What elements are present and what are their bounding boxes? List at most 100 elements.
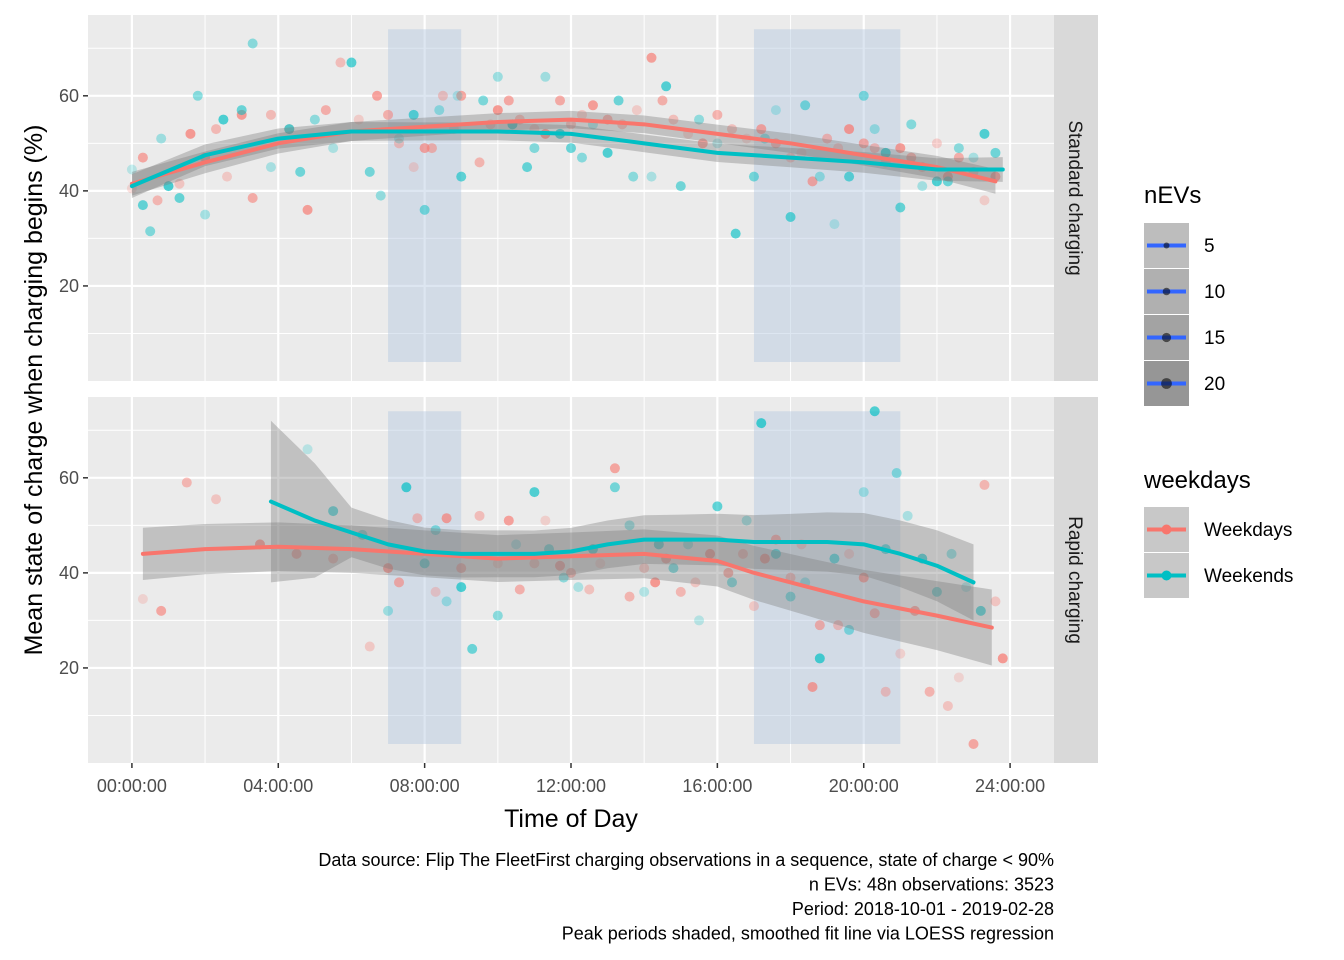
y-tick-label: 60	[59, 468, 79, 488]
data-point	[895, 143, 906, 154]
data-point	[829, 219, 840, 230]
data-point	[628, 171, 639, 182]
x-tick-label: 04:00:00	[243, 776, 313, 796]
data-point	[770, 105, 781, 116]
data-point	[211, 494, 222, 505]
facet-strip	[1054, 397, 1098, 763]
data-point	[211, 124, 222, 135]
data-point	[675, 181, 686, 192]
legend-label-weekdays: Weekdays	[1204, 520, 1292, 541]
data-point	[295, 166, 306, 177]
data-point	[785, 591, 796, 602]
data-point	[372, 90, 383, 101]
y-tick-label: 20	[59, 276, 79, 296]
legend-key-point	[1161, 570, 1172, 581]
data-point	[328, 506, 339, 517]
data-point	[844, 171, 855, 182]
data-point	[156, 605, 167, 616]
data-point	[163, 181, 174, 192]
legend: nEVs 5 10 15 20 weekdays Weekdays Weekends	[1143, 182, 1293, 598]
data-point	[566, 143, 576, 154]
data-point	[942, 176, 953, 187]
data-point	[895, 648, 906, 659]
data-point	[408, 162, 419, 173]
data-point	[595, 558, 606, 569]
x-tick-label: 08:00:00	[390, 776, 460, 796]
data-point	[584, 584, 595, 595]
data-point	[430, 525, 441, 536]
data-point	[174, 193, 185, 203]
data-point	[727, 577, 737, 588]
data-point	[394, 577, 405, 588]
data-point	[328, 143, 339, 154]
data-point	[814, 171, 825, 182]
data-point	[558, 572, 569, 583]
legend-key-point	[1161, 378, 1172, 389]
data-point	[364, 166, 375, 177]
data-point	[796, 147, 807, 158]
data-point	[869, 143, 880, 154]
data-point	[434, 105, 445, 116]
data-point	[408, 109, 419, 120]
data-point	[192, 90, 203, 101]
data-point	[833, 620, 844, 631]
data-point	[880, 686, 891, 697]
data-point	[931, 586, 942, 597]
data-point	[858, 487, 869, 498]
data-point	[394, 133, 405, 144]
data-point	[576, 152, 587, 163]
data-point	[690, 577, 701, 588]
data-point	[646, 52, 657, 63]
data-point	[869, 608, 880, 619]
data-point	[456, 90, 467, 101]
data-point	[906, 152, 917, 163]
data-point	[540, 515, 551, 526]
data-point	[931, 176, 942, 187]
data-point	[869, 124, 880, 135]
data-point	[126, 164, 137, 175]
data-point	[657, 95, 668, 106]
data-point	[529, 143, 540, 154]
data-point	[917, 181, 928, 192]
data-point	[741, 515, 752, 526]
panel-rapid-charging: 20 40 60 Rapid charging	[59, 397, 1098, 763]
data-point	[320, 105, 331, 116]
facet-strip-label: Rapid charging	[1064, 516, 1085, 644]
data-point	[668, 563, 679, 574]
peak-period-band	[753, 29, 901, 362]
data-point	[953, 672, 964, 683]
data-point	[990, 596, 1001, 607]
data-point	[979, 479, 990, 490]
data-point	[555, 95, 566, 106]
data-point	[880, 147, 891, 158]
data-point	[650, 577, 661, 588]
data-point	[814, 653, 825, 664]
data-point	[646, 171, 657, 182]
data-point	[503, 515, 514, 526]
panels: 20 40 60 Standard charging 20 40 60 Rapid charg…	[59, 15, 1098, 763]
data-point	[737, 548, 748, 559]
y-axis-title: Mean state of charge when charging begin…	[20, 125, 48, 656]
y-tick-label: 60	[59, 86, 79, 106]
data-point	[265, 162, 276, 173]
legend-key-point	[1161, 332, 1172, 343]
caption-line: Peak periods shaded, smoothed fit line v…	[562, 924, 1054, 944]
data-point	[383, 563, 394, 574]
data-point	[748, 601, 759, 612]
data-point	[412, 513, 423, 524]
data-point	[785, 212, 796, 223]
data-point	[895, 202, 906, 213]
facet-strip	[1054, 15, 1098, 381]
smooth-line-weekends	[129, 129, 1005, 189]
legend-label-weekdays: Weekends	[1204, 566, 1293, 587]
data-point	[829, 553, 840, 564]
confidence-band-weekdays	[142, 522, 992, 666]
data-point	[247, 38, 258, 49]
data-point	[426, 143, 437, 154]
data-point	[807, 176, 818, 187]
data-point	[514, 584, 525, 595]
data-point	[383, 109, 394, 120]
data-point	[748, 171, 759, 182]
panel-standard-charging: 20 40 60 Standard charging	[59, 15, 1098, 381]
data-point	[247, 193, 258, 203]
